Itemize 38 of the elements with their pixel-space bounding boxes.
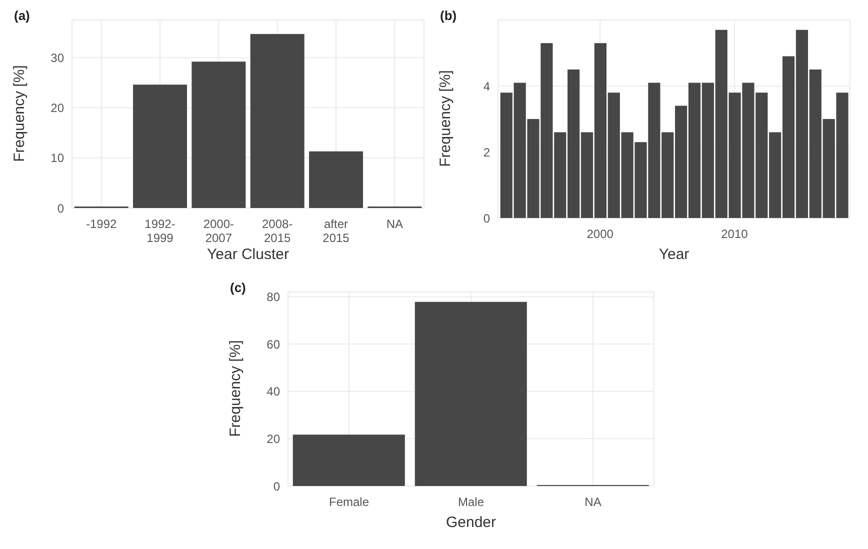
x-tick-label: 2000- 2007 [203, 217, 234, 245]
x-tick-label: Female [328, 495, 370, 509]
y-axis-title: Frequency [%] [226, 340, 244, 436]
x-tick-label: 2010 [721, 227, 748, 241]
x-tick-label: NA [584, 495, 602, 509]
x-tick-label: 2008- 2015 [262, 217, 293, 245]
y-tick-label: 10 [50, 151, 64, 166]
x-axis-title: Year Cluster [206, 246, 290, 263]
y-tick-label: 0 [483, 211, 490, 226]
y-tick-label: 0 [57, 201, 64, 216]
y-tick-label: 20 [266, 432, 280, 446]
x-tick-label: -1992 [86, 217, 117, 231]
y-tick-label: 2 [483, 145, 490, 160]
chart-title: (c) [230, 280, 246, 295]
x-tick-label: 2000 [586, 227, 614, 241]
x-tick-label: 1992- 1999 [144, 217, 176, 245]
y-tick-label: 0 [273, 479, 280, 494]
bar [414, 302, 527, 486]
bar [309, 151, 364, 208]
bar [250, 34, 304, 208]
bar [133, 84, 188, 208]
y-tick-label: 60 [266, 337, 280, 352]
x-tick-label: NA [386, 217, 404, 231]
y-tick-label: 20 [50, 100, 64, 115]
chart-title: (a) [14, 8, 30, 23]
bar [192, 62, 246, 208]
x-tick-label: after 2015 [322, 217, 350, 245]
y-axis-title: Frequency [%] [10, 64, 28, 162]
y-tick-label: 4 [483, 79, 490, 94]
x-axis-title: Gender [444, 514, 498, 531]
y-tick-label: 30 [50, 50, 64, 65]
y-axis-title: Frequency [%] [436, 70, 454, 166]
bar [292, 434, 405, 486]
y-tick-label: 40 [266, 384, 280, 399]
y-tick-label: 80 [266, 290, 280, 304]
x-tick-label: Male [458, 495, 484, 509]
x-axis-title: Year [658, 246, 690, 263]
chart-title: (b) [440, 8, 457, 23]
